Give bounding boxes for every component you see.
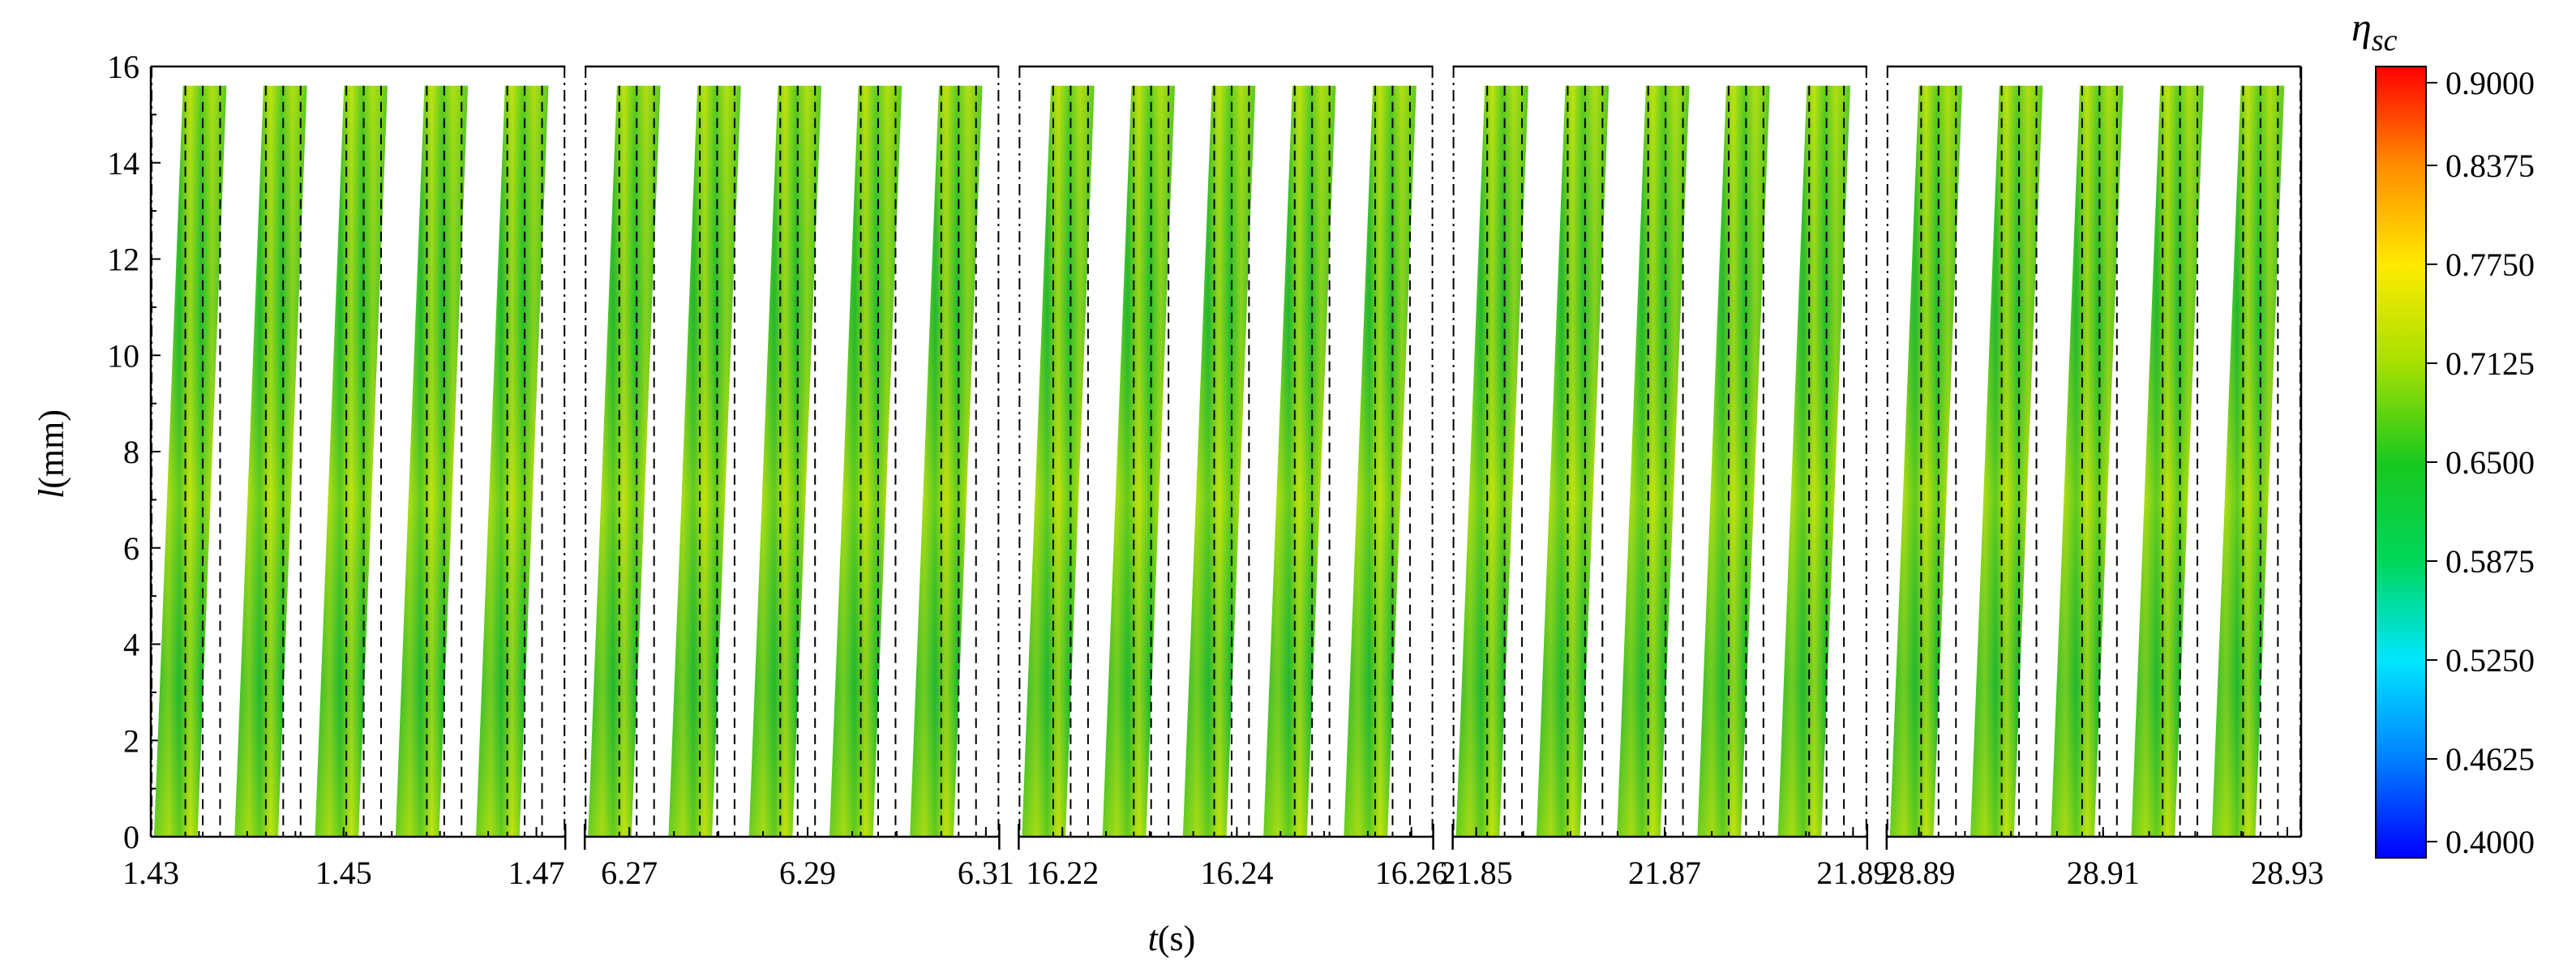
stripe-shading [1697,85,1770,838]
colorbar-tick-label: 0.5250 [2445,642,2535,679]
x-tick-label: 16.26 [1375,855,1448,891]
colorbar-tick-label: 0.8375 [2445,148,2535,184]
x-tick-label: 21.87 [1628,855,1701,891]
stripe-shading [2211,85,2285,838]
x-tick-label: 1.45 [315,855,372,891]
y-tick-label: 2 [123,722,139,759]
stripe-shading [234,85,307,838]
panel-3: 16.22 16.24 16.26 [1018,65,1448,891]
panel-4: 21.85 21.87 21.89 [1440,65,1889,891]
stripe-shading [395,85,469,838]
stripe-shading [1970,85,2043,838]
y-tick-label: 10 [107,337,139,374]
panel-1: 1.43 1.45 1.47 [122,65,567,891]
stripe-shading [829,85,902,838]
stripe-shading [1455,85,1528,838]
stripe-shading [1102,85,1175,838]
x-tick-label: 1.47 [508,855,565,891]
x-tick-label: 6.29 [779,855,836,891]
y-tick-label: 0 [123,819,139,855]
colorbar-tick-label: 0.5875 [2445,543,2535,580]
colorbar-tick-label: 0.9000 [2445,65,2535,101]
x-tick-label: 28.93 [2251,855,2324,891]
stripe-shading [315,85,388,838]
y-tick-label: 16 [107,49,139,85]
stripe-shading [1263,85,1336,838]
colorbar-tick-label: 0.4625 [2445,741,2535,778]
x-tick-label: 6.27 [601,855,658,891]
stripe-shading [668,85,741,838]
colorbar-tick-label: 0.4000 [2445,824,2535,860]
stripe-shading [1889,85,1963,838]
x-tick-label: 21.89 [1816,855,1889,891]
colorbar-tick-label: 0.6500 [2445,444,2535,481]
x-tick-label: 28.91 [2067,855,2140,891]
stripe-shading [1344,85,1417,838]
y-axis-label: l(mm) [32,409,71,499]
y-tick-label: 14 [107,145,139,182]
x-axis-label: t(s) [1148,919,1196,958]
x-tick-label: 28.89 [1883,855,1956,891]
stripe-shading [476,85,549,838]
stripe-shading [154,85,227,838]
x-tick-label: 6.31 [958,855,1014,891]
y-tick-label: 4 [123,627,139,663]
colorbar-tick-label: 0.7750 [2445,246,2535,283]
stripe-shading [2051,85,2124,838]
colorbar-gradient [2375,66,2427,859]
y-tick-label: 6 [123,530,139,567]
stripe-shading [1182,85,1256,838]
stripe-shading [1022,85,1095,838]
y-tick-label: 8 [123,434,139,470]
stripe-shading [2131,85,2204,838]
y-tick-label: 12 [107,242,139,278]
colorbar: ηsc 0.4000 0.4625 0.5250 0.5875 0.6500 0.7125… [2351,4,2535,860]
x-tick-label: 1.43 [122,855,179,891]
panel-5: 28.89 28.91 28.93 [1883,65,2324,891]
x-tick-label: 16.24 [1200,855,1273,891]
colorbar-title: ηsc [2351,4,2398,58]
stripe-shading [748,85,822,838]
panel-2: 6.27 6.29 6.31 [583,65,1014,891]
colorbar-tick-label: 0.7125 [2445,345,2535,382]
x-tick-label: 21.85 [1440,855,1513,891]
stripe-shading [1777,85,1850,838]
stripe-shading [588,85,661,838]
stripe-shading [1536,85,1609,838]
stripe-shading [1617,85,1690,838]
stripe-shading [910,85,983,838]
x-tick-label: 16.22 [1026,855,1099,891]
